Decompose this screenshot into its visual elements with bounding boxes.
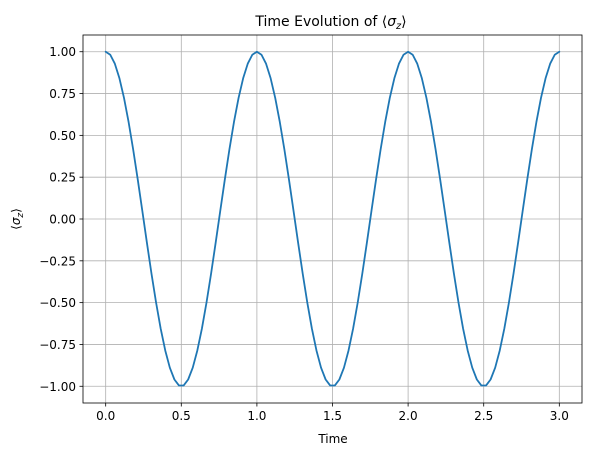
y-tick-label: 0.00 <box>49 213 76 227</box>
x-tick-label: 0.5 <box>172 409 191 423</box>
x-tick-label: 3.0 <box>550 409 569 423</box>
chart-title: Time Evolution of ⟨σz⟩ <box>254 14 406 32</box>
y-tick-label: 0.75 <box>49 87 76 101</box>
y-tick-label: −1.00 <box>39 380 76 394</box>
grid <box>83 35 582 403</box>
y-tick-label: −0.75 <box>39 338 76 352</box>
y-tick-label: 0.25 <box>49 171 76 185</box>
y-tick-label: −0.25 <box>39 254 76 268</box>
y-tick-label: −0.50 <box>39 296 76 310</box>
series-layer <box>104 50 561 387</box>
x-tick-label: 2.0 <box>399 409 418 423</box>
y-tick-label: 1.00 <box>49 45 76 59</box>
x-tick-label: 1.0 <box>247 409 266 423</box>
x-tick-label: 2.5 <box>474 409 493 423</box>
x-tick-label: 0.0 <box>96 409 115 423</box>
x-tick-label: 1.5 <box>323 409 342 423</box>
x-axis-label: Time <box>317 432 347 446</box>
series-line <box>104 50 561 387</box>
tick-layer: 0.0 0.5 1.0 1.5 2.0 2.5 3.0 1.00 0.75 0.50 0.25 0.0… <box>39 45 569 423</box>
y-axis-label: ⟨σz⟩ <box>9 208 26 230</box>
y-tick-label: 0.50 <box>49 129 76 143</box>
